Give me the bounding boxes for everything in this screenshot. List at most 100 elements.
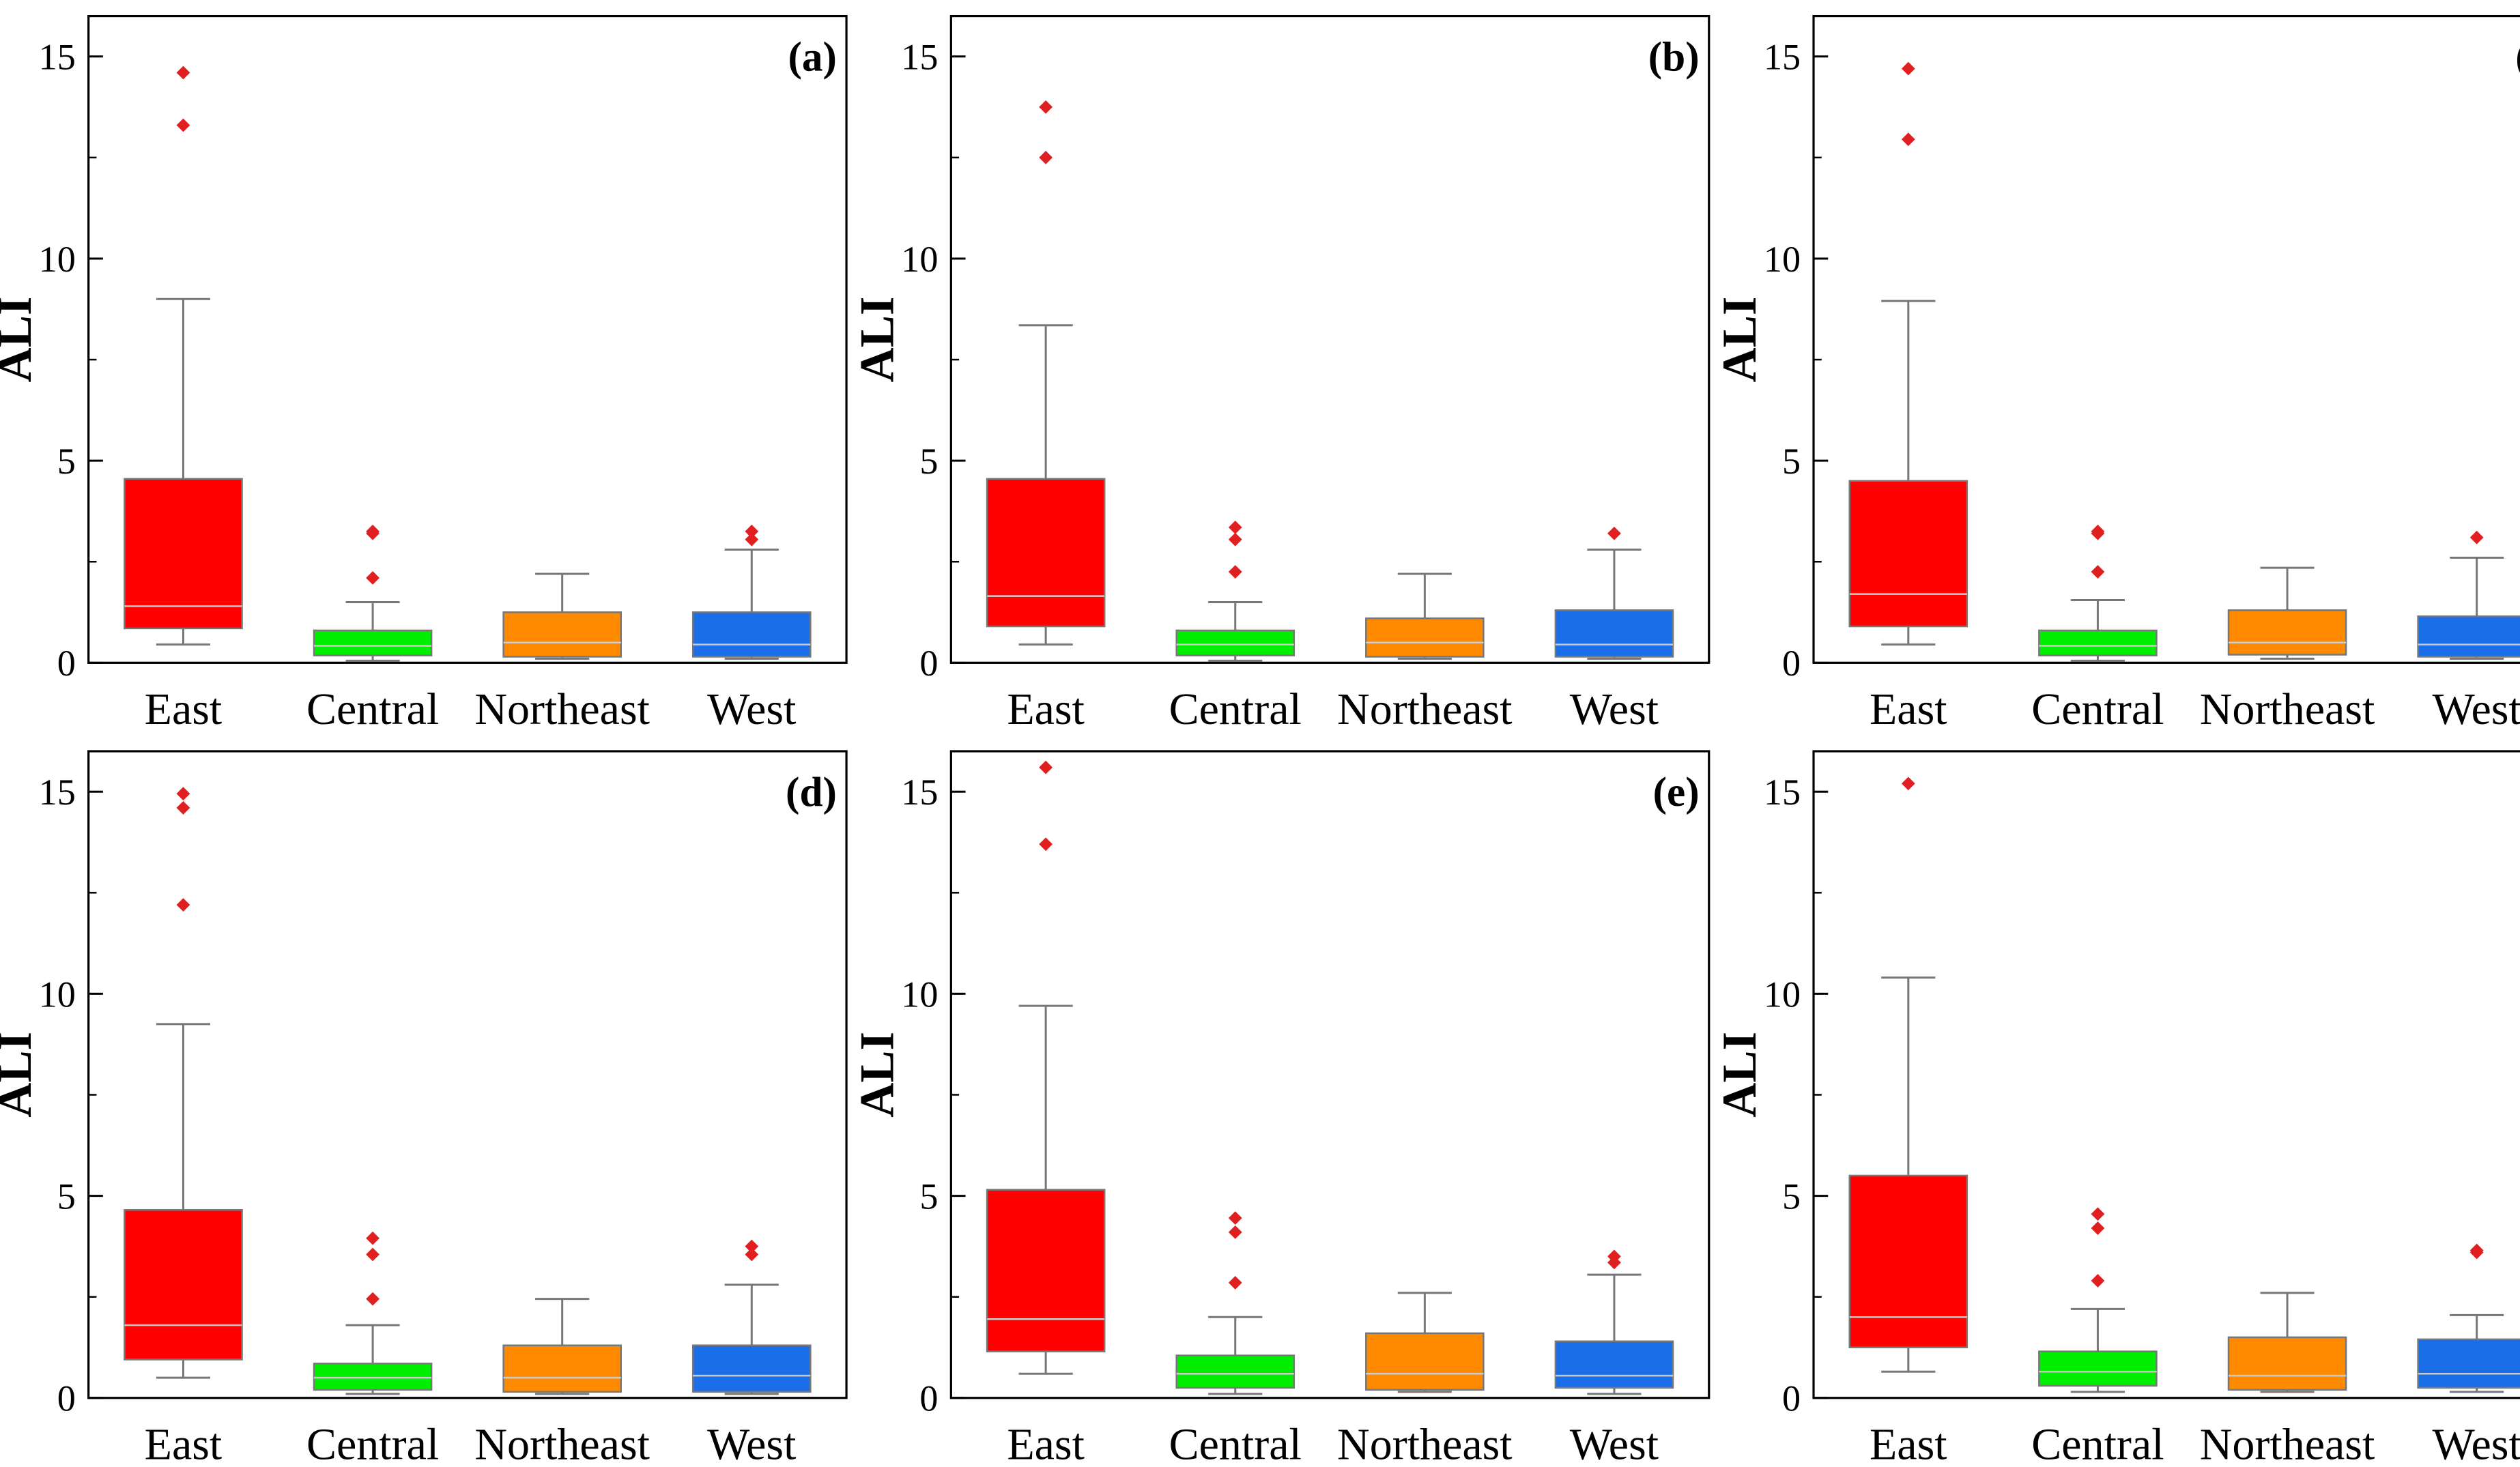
outlier-point[interactable] — [745, 532, 759, 547]
outlier-point[interactable] — [2091, 565, 2105, 579]
outlier-point[interactable] — [176, 66, 190, 80]
box-body-east[interactable] — [1848, 480, 1968, 628]
box-central — [313, 524, 433, 662]
y-tick-label: 10 — [39, 239, 76, 280]
outlier-point[interactable] — [1039, 150, 1053, 164]
outlier-point[interactable] — [2091, 1274, 2105, 1288]
box-body-east[interactable] — [124, 478, 243, 630]
box-body-east[interactable] — [986, 1189, 1106, 1352]
box-body-northeast[interactable] — [2227, 609, 2347, 656]
y-axis-label: ALI — [850, 1032, 904, 1118]
outlier-point[interactable] — [176, 118, 190, 132]
box-body-central[interactable] — [1175, 1354, 1295, 1389]
x-tick-label-northeast: Northeast — [474, 1419, 650, 1467]
outlier-point[interactable] — [1901, 61, 1915, 76]
outlier-point[interactable] — [1228, 565, 1242, 579]
box-east — [124, 787, 243, 1379]
x-tick-label-east: East — [1007, 684, 1085, 734]
x-tick-label-northeast: Northeast — [1337, 1419, 1513, 1467]
outlier-point[interactable] — [176, 801, 190, 815]
box-body-west[interactable] — [691, 611, 812, 658]
x-tick-label-central: Central — [306, 1419, 439, 1467]
box-body-central[interactable] — [1175, 629, 1295, 656]
outlier-point[interactable] — [745, 1247, 759, 1262]
outlier-point[interactable] — [1901, 776, 1915, 791]
x-tick-label-west: West — [2432, 1419, 2520, 1467]
box-northeast — [502, 1298, 622, 1395]
x-tick-label-northeast: Northeast — [1337, 684, 1513, 734]
x-tick-label-east: East — [1007, 1419, 1085, 1467]
outlier-point[interactable] — [745, 1239, 759, 1253]
outlier-point[interactable] — [366, 1231, 380, 1245]
outlier-point[interactable] — [1607, 526, 1621, 540]
y-tick-label: 0 — [1782, 643, 1801, 684]
outlier-point[interactable] — [1228, 1225, 1242, 1239]
box-body-east[interactable] — [124, 1209, 243, 1361]
x-tick-label-west: West — [1570, 684, 1659, 734]
box-body-central[interactable] — [313, 629, 433, 656]
box-west — [1554, 526, 1674, 660]
box-body-west[interactable] — [2417, 615, 2520, 658]
box-body-northeast[interactable] — [2227, 1336, 2347, 1391]
plot-frame — [1812, 14, 2520, 664]
plot-frame — [1812, 750, 2520, 1399]
outlier-point[interactable] — [1228, 532, 1242, 547]
chart-panel-c: 0 5 10 15 ALI (c) East Central Northeast West — [1713, 14, 2520, 734]
outlier-point[interactable] — [1228, 1211, 1242, 1225]
box-body-central[interactable] — [2038, 629, 2158, 656]
outlier-point[interactable] — [176, 787, 190, 801]
outlier-point[interactable] — [1039, 837, 1053, 852]
box-body-northeast[interactable] — [1365, 1332, 1485, 1391]
box-body-northeast[interactable] — [502, 611, 622, 658]
y-tick-label: 15 — [1764, 772, 1801, 813]
outlier-point[interactable] — [2091, 524, 2105, 538]
x-tick-label-central: Central — [306, 684, 439, 734]
outlier-point[interactable] — [2469, 1243, 2484, 1258]
plot-frame — [87, 750, 848, 1399]
box-body-west[interactable] — [2417, 1338, 2520, 1389]
y-axis-label: ALI — [850, 297, 904, 383]
box-body-west[interactable] — [1554, 1340, 1674, 1389]
box-body-central[interactable] — [313, 1363, 433, 1391]
panel-label: (d) — [786, 769, 837, 815]
outlier-point[interactable] — [1039, 760, 1053, 774]
box-body-east[interactable] — [1848, 1174, 1968, 1348]
outlier-point[interactable] — [1901, 132, 1915, 147]
x-tick-label-central: Central — [1169, 684, 1302, 734]
outlier-point[interactable] — [366, 524, 380, 538]
outlier-point[interactable] — [1228, 1276, 1242, 1290]
y-tick-label: 0 — [1782, 1378, 1801, 1419]
panel-label: (a) — [788, 34, 836, 81]
outlier-point[interactable] — [1228, 520, 1242, 534]
y-tick-label: 5 — [1782, 441, 1801, 482]
box-northeast — [2227, 566, 2347, 660]
outlier-point[interactable] — [2091, 1207, 2105, 1221]
box-body-central[interactable] — [2038, 1350, 2158, 1387]
outlier-point[interactable] — [745, 524, 759, 538]
y-axis-label: ALI — [0, 297, 42, 383]
outlier-point[interactable] — [366, 571, 380, 585]
outlier-point[interactable] — [1039, 100, 1053, 114]
box-central — [2038, 1207, 2158, 1393]
box-body-northeast[interactable] — [502, 1344, 622, 1393]
y-tick-label: 0 — [919, 1378, 938, 1419]
x-tick-label-northeast: Northeast — [2200, 1419, 2375, 1467]
x-tick-label-east: East — [1870, 684, 1947, 734]
outlier-point[interactable] — [2469, 530, 2484, 544]
outlier-point[interactable] — [1607, 1249, 1621, 1264]
x-tick-label-east: East — [1870, 1419, 1947, 1467]
outlier-point[interactable] — [176, 898, 190, 912]
box-body-west[interactable] — [691, 1344, 812, 1393]
box-central — [1175, 520, 1295, 662]
box-east — [986, 760, 1106, 1375]
outlier-point[interactable] — [2091, 1221, 2105, 1235]
box-body-east[interactable] — [986, 478, 1106, 628]
outlier-point[interactable] — [366, 1292, 380, 1306]
y-tick-label: 10 — [1764, 239, 1801, 280]
outlier-point[interactable] — [366, 1247, 380, 1262]
y-tick-label: 15 — [39, 772, 76, 813]
box-body-west[interactable] — [1554, 609, 1674, 658]
y-tick-label: 0 — [57, 1378, 76, 1419]
box-body-northeast[interactable] — [1365, 617, 1485, 658]
